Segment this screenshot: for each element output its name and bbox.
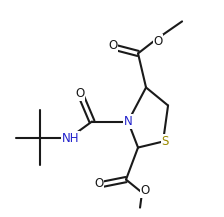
Text: N: N bbox=[124, 115, 132, 128]
Text: O: O bbox=[153, 35, 163, 48]
Text: O: O bbox=[108, 39, 118, 52]
Text: NH: NH bbox=[62, 132, 80, 145]
Text: S: S bbox=[161, 135, 169, 148]
Text: O: O bbox=[75, 87, 85, 100]
Text: O: O bbox=[140, 184, 150, 197]
Text: O: O bbox=[94, 177, 104, 190]
